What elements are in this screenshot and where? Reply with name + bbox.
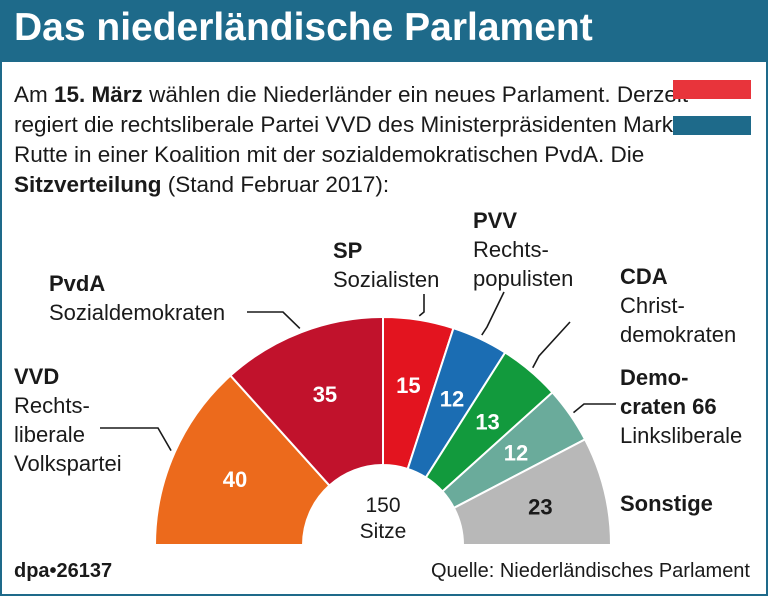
agency-credit: dpa•26137	[14, 560, 113, 582]
label-cda-abbr: CDA	[620, 264, 668, 289]
leader-line-5	[532, 321, 571, 369]
label-d66-abbr2: craten 66	[620, 394, 717, 419]
intro-part2: wählen die Niederländer ein neues Parlam…	[14, 82, 689, 167]
seat-value-3: 15	[396, 373, 420, 398]
label-vvd-desc2: liberale	[14, 422, 85, 447]
label-pvv-desc1: Rechts-	[473, 237, 549, 262]
label-cda: CDA Christ- demokraten	[620, 262, 736, 349]
source-credit: Quelle: Niederländisches Parlament	[430, 560, 750, 582]
flag-stripe-blue	[673, 116, 751, 135]
label-pvv-abbr: PVV	[473, 208, 518, 233]
intro-part3: (Stand Februar 2017):	[161, 172, 390, 197]
label-d66-abbr: Demo-	[620, 365, 689, 390]
label-sonstige: Sonstige	[620, 489, 713, 518]
label-pvv-desc2: populisten	[473, 266, 574, 291]
seat-segment-2	[229, 315, 384, 487]
label-d66: Demo- craten 66 Linksliberale	[620, 363, 742, 450]
title-bar: Das niederländische Parlament	[0, 0, 768, 62]
label-pvda: PvdA Sozialdemokraten	[49, 269, 225, 327]
label-vvd-desc3: Volkspartei	[14, 451, 122, 476]
page-title: Das niederländische Parlament	[14, 6, 593, 49]
leader-line-3	[418, 294, 425, 317]
label-sp-abbr: SP	[333, 238, 363, 263]
label-d66-desc: Linksliberale	[620, 423, 743, 448]
seat-value-2: 35	[313, 382, 337, 407]
label-pvda-desc: Sozialdemokraten	[49, 300, 226, 325]
label-cda-desc1: Christ-	[620, 293, 685, 318]
center-unit: Sitze	[360, 520, 407, 543]
label-sp: SP Sozialisten	[333, 236, 439, 294]
leader-line-1	[100, 427, 172, 452]
intro-date: 15. März	[54, 82, 143, 107]
seat-value-6: 12	[504, 441, 528, 466]
seat-value-1: 40	[223, 467, 247, 492]
intro-bold2: Sitzverteilung	[14, 172, 162, 197]
seat-value-7: 23	[528, 494, 552, 519]
seat-value-4: 12	[440, 386, 464, 411]
label-cda-desc2: demokraten	[620, 322, 737, 347]
label-sonstige-abbr: Sonstige	[620, 491, 713, 516]
label-vvd: VVD Rechts- liberale Volkspartei	[14, 362, 122, 478]
intro-part1: Am	[14, 82, 55, 107]
label-sp-desc: Sozialisten	[333, 267, 440, 292]
seat-segment-1	[153, 374, 331, 546]
leader-line-2	[247, 311, 301, 329]
seat-value-5: 13	[475, 409, 499, 434]
label-vvd-abbr: VVD	[14, 364, 60, 389]
leader-line-6	[572, 403, 616, 414]
label-pvda-abbr: PvdA	[49, 271, 106, 296]
flag-stripe-red	[673, 80, 751, 99]
seat-segment-7	[452, 438, 613, 546]
intro-text: Am 15. März wählen die Niederländer ein …	[14, 80, 714, 200]
center-total: 150	[365, 494, 400, 517]
label-vvd-desc1: Rechts-	[14, 393, 90, 418]
leader-line-4	[481, 291, 505, 336]
label-pvv: PVV Rechts- populisten	[473, 206, 573, 293]
